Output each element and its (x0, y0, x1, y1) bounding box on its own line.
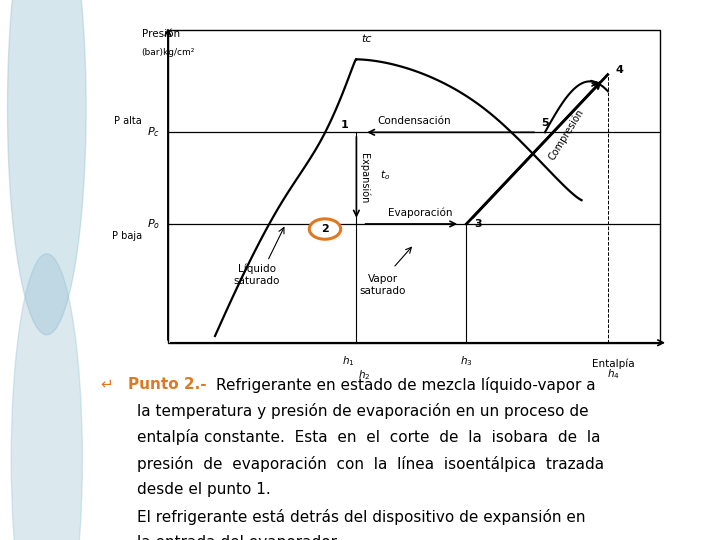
Text: 4: 4 (616, 64, 624, 75)
Text: $P_c$: $P_c$ (147, 125, 160, 139)
Text: Vapor
saturado: Vapor saturado (359, 274, 406, 296)
Text: P alta: P alta (114, 117, 142, 126)
Text: Expansión: Expansión (359, 153, 369, 204)
Text: P baja: P baja (112, 231, 142, 241)
Circle shape (7, 0, 86, 335)
Text: Presión: Presión (142, 29, 180, 39)
Circle shape (310, 219, 341, 239)
Text: El refrigerante está detrás del dispositivo de expansión en: El refrigerante está detrás del disposit… (138, 509, 586, 524)
Bar (168, 30, 660, 343)
Text: Condensación: Condensación (377, 117, 451, 126)
Text: Entalpía: Entalpía (592, 358, 634, 368)
Text: $P_o$: $P_o$ (147, 217, 160, 231)
Text: 1: 1 (341, 120, 348, 130)
Text: 3: 3 (474, 219, 482, 229)
Text: 5: 5 (541, 118, 549, 128)
Text: $t_o$: $t_o$ (380, 168, 390, 181)
Text: desde el punto 1.: desde el punto 1. (138, 482, 271, 497)
Text: (bar)kg/cm²: (bar)kg/cm² (142, 48, 195, 57)
Text: $h_2$: $h_2$ (358, 368, 371, 382)
Text: Punto 2.-: Punto 2.- (128, 377, 207, 392)
Text: ↵: ↵ (100, 377, 112, 392)
Text: la entrada del evaporador.: la entrada del evaporador. (138, 535, 341, 540)
Text: entalpía constante.  Esta  en  el  corte  de  la  isobara  de  la: entalpía constante. Esta en el corte de … (138, 429, 601, 445)
Text: Líquido
saturado: Líquido saturado (234, 264, 280, 286)
Text: $h_4$: $h_4$ (607, 367, 619, 381)
Text: Compresión: Compresión (546, 106, 585, 161)
Text: $h_1$: $h_1$ (342, 355, 355, 368)
Text: Refrigerante en estado de mezcla líquido-vapor a: Refrigerante en estado de mezcla líquido… (216, 377, 595, 393)
Text: la temperatura y presión de evaporación en un proceso de: la temperatura y presión de evaporación … (138, 403, 589, 419)
Text: tc: tc (361, 34, 372, 44)
Text: 2: 2 (321, 224, 329, 234)
Text: $h_3$: $h_3$ (460, 355, 473, 368)
Text: presión  de  evaporación  con  la  línea  isoentálpica  trazada: presión de evaporación con la línea isoe… (138, 456, 605, 472)
Text: Evaporación: Evaporación (388, 208, 452, 218)
Circle shape (12, 254, 82, 540)
